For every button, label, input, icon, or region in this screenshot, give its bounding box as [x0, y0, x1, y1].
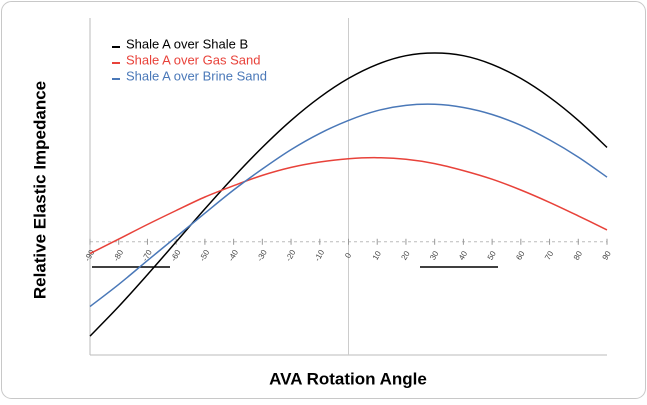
x-tick-label: 0	[343, 251, 353, 260]
series-line	[89, 156, 608, 255]
legend-label: Shale A over Brine Sand	[126, 68, 267, 83]
legend-label: Shale A over Shale B	[126, 36, 248, 51]
y-axis-title: Relative Elastic Impedance	[30, 81, 49, 299]
legend-label: Shale A over Gas Sand	[126, 52, 260, 67]
x-axis-title: AVA Rotation Angle	[269, 369, 427, 388]
series-line	[89, 103, 608, 308]
plot: -90 -80 -70 -60 -50 -40 -30 -20 -10 0 10 20 30 40 50 60…	[83, 18, 613, 355]
frame	[1, 1, 646, 399]
series-line	[89, 52, 608, 337]
